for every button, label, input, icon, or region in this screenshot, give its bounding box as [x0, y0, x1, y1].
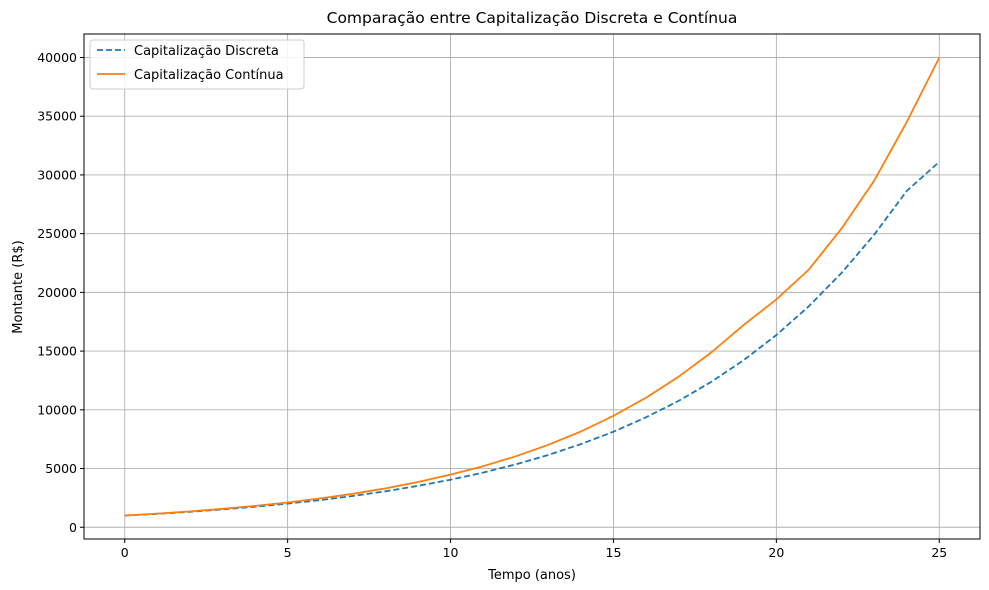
- legend-box: [89, 39, 305, 90]
- x-tick-label: 0: [121, 545, 129, 560]
- legend-label-continua: Capitalização Contínua: [134, 68, 284, 83]
- y-tick-label: 25000: [37, 226, 77, 241]
- x-tick-label: 25: [931, 545, 947, 560]
- y-tick-label: 5000: [45, 461, 77, 476]
- legend: Capitalização Discreta Capitalização Con…: [89, 39, 305, 90]
- y-tick-label: 15000: [37, 344, 77, 359]
- series-layer: [124, 57, 941, 517]
- x-tick-label: 20: [768, 545, 784, 560]
- x-tick-label: 5: [284, 545, 292, 560]
- legend-label-discreta: Capitalização Discreta: [134, 44, 279, 59]
- y-tick-label: 35000: [37, 109, 77, 124]
- y-tick-label: 40000: [37, 50, 77, 65]
- y-tick-label: 20000: [37, 285, 77, 300]
- chart-title: Comparação entre Capitalização Discreta …: [327, 9, 738, 27]
- series-line-continua: [124, 57, 941, 517]
- tick-layer: 0 5 10 15 20 25 0 5000 10000 15000 20000 25000 30000…: [37, 50, 947, 560]
- x-axis-label: Tempo (anos): [487, 568, 576, 583]
- grid-layer: [84, 34, 980, 539]
- y-axis-label: Montante (R$): [11, 240, 26, 333]
- y-tick-label: 0: [69, 520, 77, 535]
- plot-frame: [83, 33, 981, 540]
- x-tick-label: 15: [606, 545, 622, 560]
- x-tick-label: 10: [443, 545, 459, 560]
- y-tick-label: 10000: [37, 402, 77, 417]
- y-tick-label: 30000: [37, 167, 77, 182]
